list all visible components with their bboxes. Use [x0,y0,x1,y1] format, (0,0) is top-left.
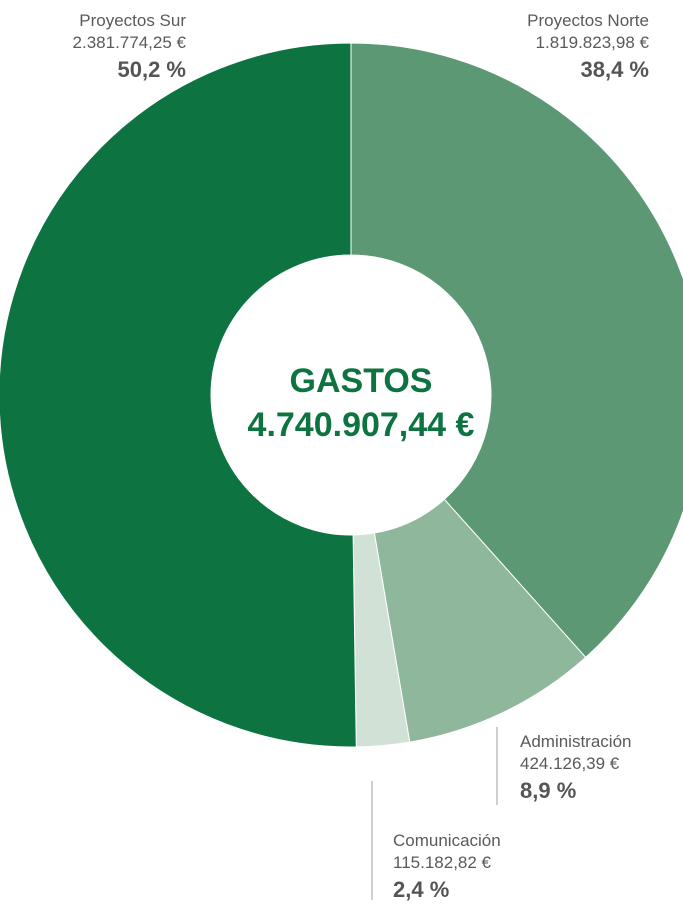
label-administracion-amount: 424.126,39 € [520,753,620,773]
label-proyectos-norte-amount: 1.819.823,98 € [535,32,649,52]
label-comunicacion-percent: 2,4 % [393,876,450,902]
label-administracion-percent: 8,9 % [520,777,577,803]
slice-proyectos-sur [0,42,357,748]
label-proyectos-sur-amount: 2.381.774,25 € [72,32,186,52]
slice-administracion [373,498,587,743]
slice-proyectos-norte [350,42,683,659]
label-administracion-name: Administración [520,732,632,751]
label-proyectos-sur-name: Proyectos Sur [79,11,186,30]
label-proyectos-sur: Proyectos Sur 2.381.774,25 € 50,2 % [73,10,186,84]
chart-center-title: GASTOS [289,362,433,400]
chart-center-total: 4.740.907,44 € [247,406,475,444]
leader-line-administracion [496,727,498,805]
leader-line-comunicacion [371,781,373,900]
label-comunicacion-amount: 115.182,82 € [393,852,491,872]
label-comunicacion-name: Comunicación [393,831,501,850]
label-administracion: Administración 424.126,39 € 8,9 % [520,731,632,805]
label-proyectos-norte: Proyectos Norte 1.819.823,98 € 38,4 % [527,10,649,84]
label-comunicacion: Comunicación 115.182,82 € 2,4 % [393,830,501,904]
label-proyectos-norte-name: Proyectos Norte [527,11,649,30]
label-proyectos-norte-percent: 38,4 % [580,56,650,82]
label-proyectos-sur-percent: 50,2 % [117,56,187,82]
